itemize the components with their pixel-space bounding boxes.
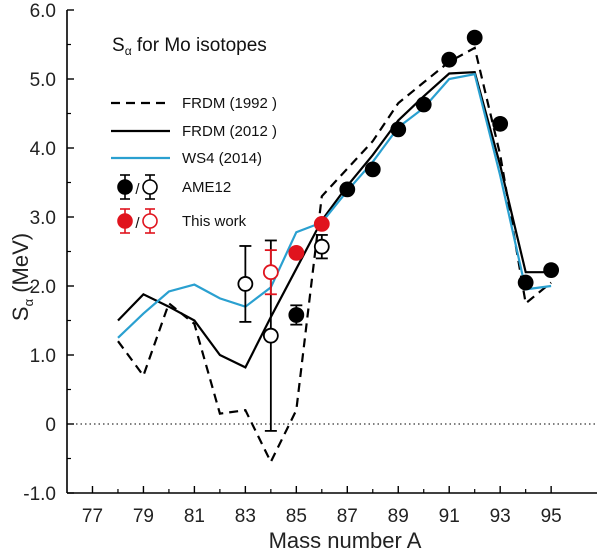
- x-tick-label: 89: [388, 506, 409, 527]
- x-axis-title: Mass number A: [269, 528, 422, 553]
- series-line-frdm-1992: [117, 46, 552, 465]
- x-tick-label: 87: [337, 506, 358, 527]
- ame12-point: [517, 274, 534, 291]
- x-tick-label: 79: [133, 506, 154, 527]
- series-lines: [117, 46, 552, 465]
- chart-title: Sα for Mo isotopes: [112, 35, 267, 58]
- ame12-point: [390, 121, 407, 138]
- legend-marker-open: [142, 179, 158, 195]
- x-tick-label: 91: [439, 506, 460, 527]
- y-tick-label: -1.0: [23, 484, 56, 505]
- this-work-point: [288, 244, 305, 261]
- legend-slash: /: [135, 181, 140, 198]
- legend-label: FRDM (1992 ): [182, 95, 277, 112]
- x-tick-label: 77: [82, 506, 103, 527]
- legend-marker-filled: [117, 179, 133, 195]
- ame12-point: [441, 51, 458, 68]
- x-tick-label: 83: [235, 506, 256, 527]
- this-work-point: [313, 215, 330, 232]
- ame12-point: [466, 29, 483, 46]
- legend-label: AME12: [182, 179, 231, 196]
- ame12-point: [288, 307, 305, 323]
- this-work-point: [262, 264, 279, 281]
- data-points: [237, 29, 560, 432]
- ame12-point: [339, 181, 356, 198]
- axes: 77 79 81 83 85 87 89 91 93 95 -1.0 0 1.0 2.0 3.0 4.0 5.0…: [23, 1, 597, 527]
- y-axis-title: Sα (MeV): [8, 233, 36, 321]
- x-tick-label: 93: [490, 506, 511, 527]
- legend-label: This work: [182, 213, 247, 230]
- ame12-point: [415, 96, 432, 113]
- y-tick-label: 4.0: [30, 139, 56, 160]
- legend-label: FRDM (2012 ): [182, 123, 277, 140]
- y-tick-label: 1.0: [30, 346, 56, 367]
- legend-marker-open: [142, 213, 158, 229]
- ame12-point: [313, 238, 330, 255]
- ame12-point: [543, 262, 560, 279]
- y-tick-label: 3.0: [30, 208, 56, 229]
- x-tick-label: 95: [541, 506, 562, 527]
- series-line-ws4-2014: [117, 72, 552, 339]
- x-tick-label: 81: [184, 506, 205, 527]
- ame12-point: [262, 327, 279, 344]
- y-tick-label: 0: [45, 415, 56, 436]
- y-tick-label: 2.0: [30, 277, 56, 298]
- ame12-point: [364, 161, 381, 178]
- y-tick-label: 6.0: [30, 1, 56, 22]
- legend-slash: /: [135, 215, 140, 232]
- legend: FRDM (1992 ) FRDM (2012 ) WS4 (2014) / AME12…: [111, 95, 277, 234]
- legend-marker-filled: [117, 213, 133, 229]
- y-tick-label: 5.0: [30, 70, 56, 91]
- ame12-point: [492, 115, 509, 132]
- legend-label: WS4 (2014): [182, 150, 262, 167]
- x-tick-label: 85: [286, 506, 307, 527]
- ame12-point: [237, 276, 254, 292]
